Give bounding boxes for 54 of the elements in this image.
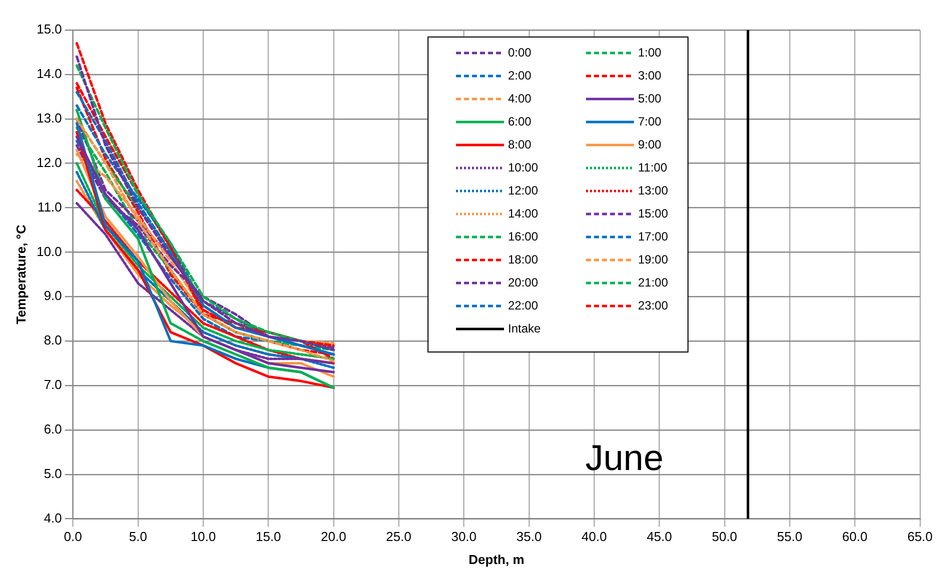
y-tick-label: 14.0 <box>36 66 62 82</box>
legend-label: 17:00 <box>638 229 668 244</box>
legend-label: 14:00 <box>508 206 538 220</box>
y-tick-label: 12.0 <box>36 154 62 170</box>
x-tick-label: 65.0 <box>907 529 933 544</box>
x-tick-label: 35.0 <box>516 529 542 544</box>
y-tick-label: 7.0 <box>44 377 62 392</box>
legend-label: 7:00 <box>638 114 662 128</box>
legend-label: 2:00 <box>508 68 532 82</box>
legend-label: 9:00 <box>638 137 662 152</box>
x-axis-title: Depth, m <box>468 552 524 567</box>
y-tick-label: 4.0 <box>44 510 62 526</box>
legend-label: 20:00 <box>508 275 538 290</box>
legend-label: Intake <box>508 321 542 336</box>
legend-label: 23:00 <box>638 298 668 312</box>
x-tick-label: 5.0 <box>129 529 148 544</box>
legend-label: 22:00 <box>508 298 538 312</box>
x-tick-label: 30.0 <box>451 529 477 544</box>
legend-label: 13:00 <box>638 183 668 198</box>
legend-label: 15:00 <box>638 206 668 220</box>
x-tick-label: 0.0 <box>64 529 82 544</box>
legend-label: 0:00 <box>508 45 532 60</box>
x-tick-label: 60.0 <box>842 529 868 544</box>
x-tick-label: 55.0 <box>777 529 802 544</box>
y-tick-label: 10.0 <box>36 244 62 259</box>
y-tick-label: 13.0 <box>36 110 62 126</box>
legend-label: 1:00 <box>638 45 662 60</box>
legend-label: 10:00 <box>508 160 538 174</box>
legend-label: 8:00 <box>508 137 532 152</box>
y-axis-title: Temperature, °C <box>13 224 28 324</box>
y-tick-label: 5.0 <box>44 466 62 481</box>
legend-label: 3:00 <box>638 68 662 82</box>
y-tick-label: 8.0 <box>44 332 62 348</box>
x-tick-label: 45.0 <box>646 529 672 544</box>
legend-label: 5:00 <box>638 91 662 106</box>
y-tick-label: 15.0 <box>36 22 62 37</box>
legend-label: 4:00 <box>508 91 532 106</box>
legend-label: 21:00 <box>638 275 668 290</box>
annotation: June <box>585 437 664 478</box>
x-tick-label: 15.0 <box>256 529 282 544</box>
y-tick-label: 6.0 <box>44 422 62 437</box>
y-tick-label: 11.0 <box>38 199 62 214</box>
x-tick-label: 25.0 <box>386 529 412 544</box>
legend-label: 18:00 <box>508 252 538 266</box>
x-tick-label: 20.0 <box>320 529 346 544</box>
legend-label: 11:00 <box>638 160 668 174</box>
legend-label: 6:00 <box>508 114 532 128</box>
legend-label: 12:00 <box>508 183 538 198</box>
x-tick-label: 40.0 <box>582 529 607 544</box>
legend-label: 19:00 <box>638 252 668 266</box>
y-tick-label: 9.0 <box>44 288 62 304</box>
legend-label: 16:00 <box>508 229 538 244</box>
x-tick-label: 10.0 <box>190 529 216 544</box>
x-tick-label: 50.0 <box>712 529 738 544</box>
